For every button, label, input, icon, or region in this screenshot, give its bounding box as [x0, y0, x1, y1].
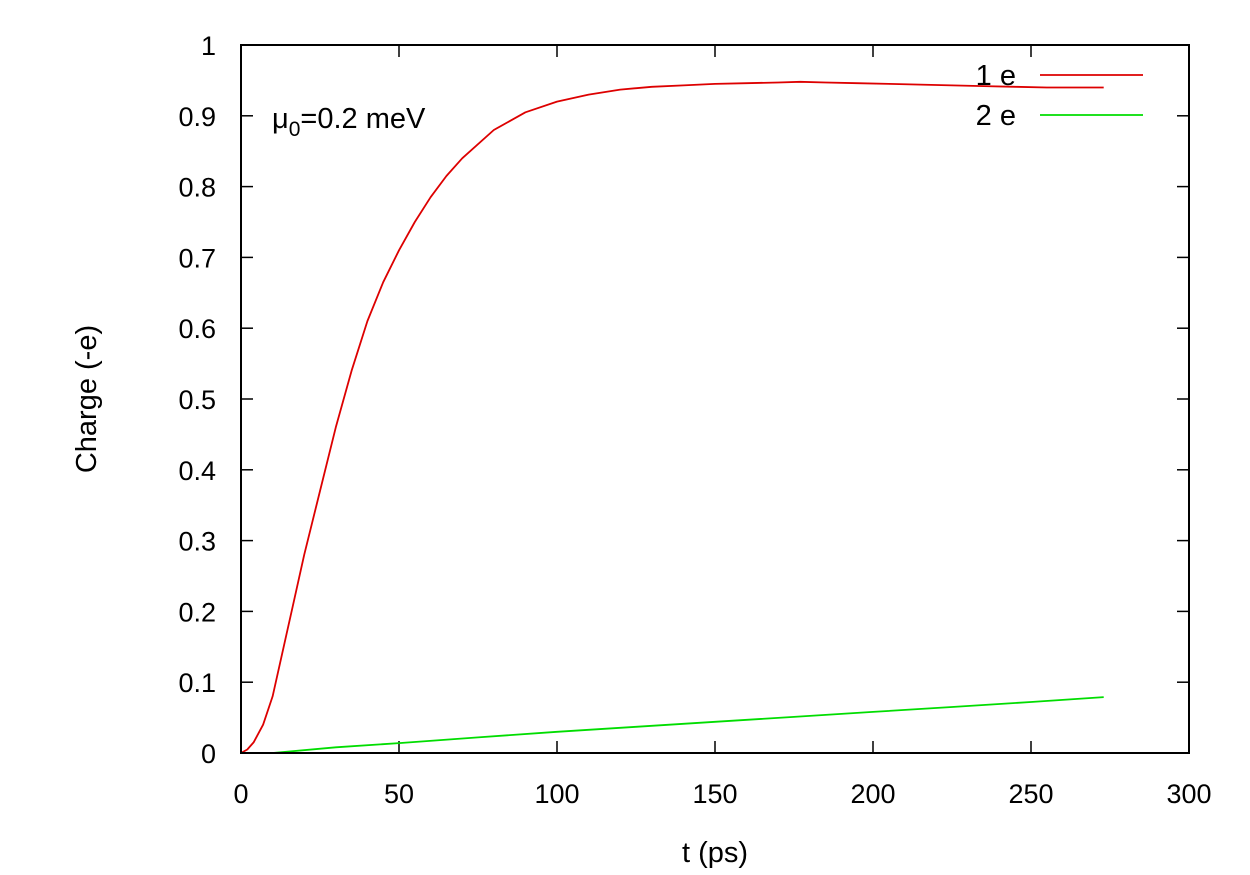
annotation-subscript: 0	[289, 118, 301, 141]
annotation-text: =0.2 meV	[300, 103, 426, 135]
mu0-annotation: μ0=0.2 meV	[272, 103, 426, 141]
annotation-symbol: μ	[272, 103, 289, 135]
x-tick-label: 150	[692, 779, 737, 809]
axis-ticks	[240, 44, 1190, 754]
x-tick-label: 300	[1166, 779, 1211, 809]
x-tick-label: 100	[534, 779, 579, 809]
series-layer	[240, 80, 1104, 754]
x-tick-label: 50	[384, 779, 414, 809]
y-axis-label: Charge (-e)	[71, 325, 103, 473]
series-line-1	[240, 80, 1104, 754]
y-tick-label: 1	[201, 31, 216, 61]
plot-frame	[240, 44, 1190, 754]
y-tick-label: 0.4	[178, 456, 216, 486]
y-tick-label: 0.9	[178, 102, 216, 132]
y-tick-label: 0.7	[178, 243, 216, 273]
legend-label-1: 1 e	[976, 60, 1016, 92]
legend-label-2: 2 e	[976, 100, 1016, 132]
y-tick-label: 0.6	[178, 314, 216, 344]
x-tick-label: 250	[1008, 779, 1053, 809]
x-tick-label: 0	[233, 779, 248, 809]
tick-labels: 0 50 100 150 200 250 300 0 0.1 0.2 0.3 0.4 0.5 0.6 0.7…	[178, 31, 1211, 809]
series-line-2	[241, 696, 1104, 754]
y-tick-label: 0	[201, 739, 216, 769]
legend: 1 e2 e	[976, 60, 1143, 132]
y-tick-label: 0.8	[178, 173, 216, 203]
y-tick-label: 0.2	[178, 597, 216, 627]
y-tick-label: 0.3	[178, 527, 216, 557]
y-tick-label: 0.5	[178, 385, 216, 415]
y-tick-label: 0.1	[178, 668, 216, 698]
x-axis-label: t (ps)	[682, 837, 748, 869]
x-tick-label: 200	[850, 779, 895, 809]
